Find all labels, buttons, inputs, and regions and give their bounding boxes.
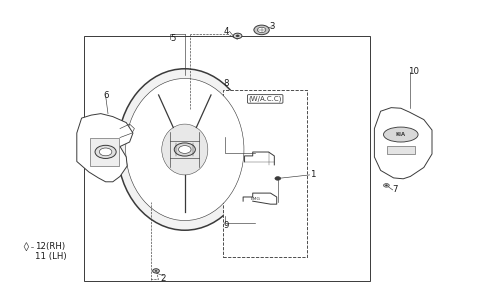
Text: KIA: KIA bbox=[396, 132, 406, 137]
Bar bbox=[90, 138, 119, 166]
Circle shape bbox=[153, 269, 159, 273]
Circle shape bbox=[257, 27, 266, 33]
Ellipse shape bbox=[384, 127, 418, 142]
Text: 7: 7 bbox=[393, 185, 398, 194]
Text: 2: 2 bbox=[161, 274, 166, 283]
Text: 1: 1 bbox=[310, 170, 315, 179]
Circle shape bbox=[155, 270, 157, 271]
Text: 10: 10 bbox=[408, 67, 419, 76]
Circle shape bbox=[236, 35, 240, 37]
Circle shape bbox=[174, 143, 195, 156]
Bar bbox=[223, 90, 307, 257]
Circle shape bbox=[254, 25, 269, 35]
Circle shape bbox=[275, 177, 281, 180]
Circle shape bbox=[233, 33, 242, 39]
Circle shape bbox=[179, 146, 191, 153]
Circle shape bbox=[385, 185, 387, 186]
Polygon shape bbox=[374, 108, 432, 179]
Text: 11 (LH): 11 (LH) bbox=[35, 252, 66, 261]
Text: 6: 6 bbox=[103, 91, 108, 100]
Text: 9: 9 bbox=[223, 221, 228, 230]
Text: EMG: EMG bbox=[251, 197, 260, 201]
Ellipse shape bbox=[126, 78, 244, 221]
Text: 8: 8 bbox=[223, 79, 228, 88]
Text: 4: 4 bbox=[224, 27, 229, 36]
Circle shape bbox=[384, 184, 389, 187]
Text: 12(RH): 12(RH) bbox=[35, 242, 65, 251]
Ellipse shape bbox=[118, 69, 252, 230]
Text: 3: 3 bbox=[270, 22, 275, 31]
Polygon shape bbox=[24, 242, 29, 251]
Bar bbox=[84, 36, 370, 281]
Ellipse shape bbox=[162, 124, 208, 175]
Polygon shape bbox=[77, 114, 133, 182]
Bar bbox=[387, 146, 415, 154]
Text: 5: 5 bbox=[170, 34, 176, 43]
Text: (W/A.C.C): (W/A.C.C) bbox=[249, 96, 282, 102]
Circle shape bbox=[99, 148, 112, 156]
Circle shape bbox=[95, 145, 116, 158]
